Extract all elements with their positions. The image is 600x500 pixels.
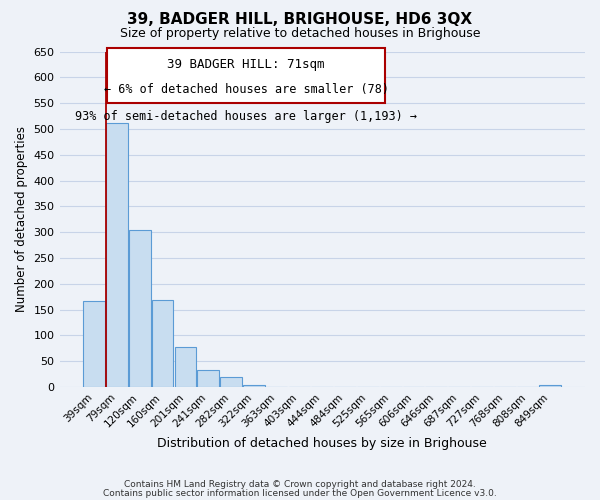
Y-axis label: Number of detached properties: Number of detached properties xyxy=(15,126,28,312)
X-axis label: Distribution of detached houses by size in Brighouse: Distribution of detached houses by size … xyxy=(157,437,487,450)
Text: 39, BADGER HILL, BRIGHOUSE, HD6 3QX: 39, BADGER HILL, BRIGHOUSE, HD6 3QX xyxy=(127,12,473,28)
Bar xyxy=(152,300,173,387)
FancyBboxPatch shape xyxy=(107,48,385,104)
Bar xyxy=(197,370,219,387)
Bar xyxy=(220,376,242,387)
Text: Contains public sector information licensed under the Open Government Licence v3: Contains public sector information licen… xyxy=(103,489,497,498)
Text: 39 BADGER HILL: 71sqm: 39 BADGER HILL: 71sqm xyxy=(167,58,325,71)
Bar xyxy=(539,386,561,387)
Text: 93% of semi-detached houses are larger (1,193) →: 93% of semi-detached houses are larger (… xyxy=(75,110,417,123)
Text: Size of property relative to detached houses in Brighouse: Size of property relative to detached ho… xyxy=(120,28,480,40)
Bar xyxy=(83,301,105,387)
Bar xyxy=(106,122,128,387)
Bar xyxy=(243,385,265,387)
Text: Contains HM Land Registry data © Crown copyright and database right 2024.: Contains HM Land Registry data © Crown c… xyxy=(124,480,476,489)
Bar xyxy=(129,230,151,387)
Bar xyxy=(175,346,196,387)
Text: ← 6% of detached houses are smaller (78): ← 6% of detached houses are smaller (78) xyxy=(104,84,389,96)
